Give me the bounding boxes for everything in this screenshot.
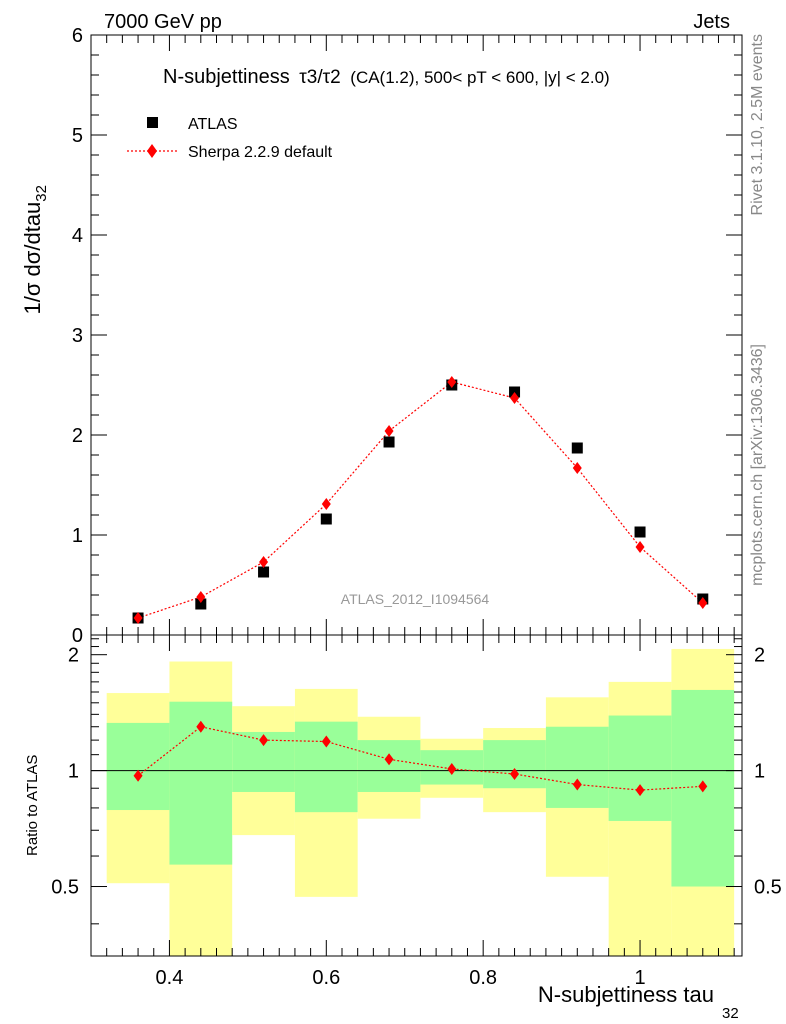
ratio-bands <box>106 648 735 956</box>
category-label: Jets <box>693 11 730 33</box>
ratio-y-tick-label: 1 <box>68 761 79 783</box>
ratio-band-inner <box>608 715 672 821</box>
atlas-point <box>195 598 207 610</box>
rivet-info: Rivet 3.1.10, 2.5M events <box>749 34 766 215</box>
main-y-tick-label: 0 <box>72 625 83 647</box>
main-y-tick-label: 5 <box>72 125 83 147</box>
ratio-data-marks <box>133 720 708 797</box>
ratio-sherpa-point <box>384 753 394 766</box>
sherpa-point <box>259 556 269 568</box>
main-y-tick-label: 3 <box>72 325 83 347</box>
legend-marker-sherpa <box>147 144 157 158</box>
source-info: mcplots.cern.ch [arXiv:1306.3436] <box>749 344 766 586</box>
legend-label-sherpa: Sherpa 2.2.9 default <box>188 144 333 161</box>
main-y-tick-label: 4 <box>72 225 83 247</box>
ratio-band-inner <box>483 740 546 789</box>
ratio-y-tick-label: 0.5 <box>51 877 79 899</box>
x-axis-label: N-subjettiness tau <box>538 982 714 1007</box>
main-y-axis-label: 1/σ dσ/dtau32 <box>20 185 50 314</box>
legend: ATLAS Sherpa 2.2.9 default <box>127 116 333 161</box>
ratio-sherpa-point <box>635 784 645 797</box>
sherpa-point <box>321 498 331 510</box>
sherpa-point <box>133 612 143 624</box>
atlas-point <box>320 513 332 525</box>
sherpa-point <box>196 591 206 603</box>
atlas-point <box>383 436 395 448</box>
ratio-sherpa-point <box>133 769 143 782</box>
main-y-axis-label-sub: 32 <box>33 185 50 202</box>
ratio-sherpa-point <box>447 762 457 775</box>
sherpa-point <box>698 597 708 609</box>
sherpa-point <box>572 462 582 474</box>
plot-title-main: N-subjettiness <box>163 66 290 88</box>
main-panel: 0 1 2 3 4 5 6 1/σ dσ/dtau32 N-subjettiness τ3/… <box>20 25 743 647</box>
main-y-ticks: 0 1 2 3 4 5 6 <box>72 25 742 647</box>
ratio-plot-frame <box>90 634 743 957</box>
atlas-point <box>258 566 270 578</box>
atlas-point <box>571 442 583 454</box>
ratio-x-tick-label: 0.8 <box>469 967 497 989</box>
plot-title-cuts: (CA(1.2), 500< pT < 600, |y| < 2.0) <box>350 68 609 87</box>
sherpa-point <box>510 392 520 404</box>
energy-label: 7000 GeV pp <box>104 11 222 33</box>
ratio-x-tick-label: 0.6 <box>312 967 340 989</box>
legend-marker-atlas <box>147 117 158 128</box>
ratio-sherpa-point <box>572 778 582 791</box>
main-data-marks <box>132 376 709 624</box>
ratio-sherpa-point <box>259 734 269 747</box>
ratio-x-ticks: 0.4 0.6 0.8 1 <box>90 635 735 989</box>
ratio-band-inner <box>545 726 609 808</box>
ratio-band-inner <box>294 721 358 813</box>
main-y-tick-label: 2 <box>72 425 83 447</box>
ratio-band-inner <box>357 740 421 792</box>
sherpa-point <box>384 425 394 437</box>
x-axis-label-sub: 32 <box>722 1005 739 1022</box>
main-x-ticks <box>90 35 735 635</box>
ratio-panel: 0.5 0.5 1 1 2 2 0.4 0.6 0.8 1 Ratio to ATLAS N-s… <box>24 634 782 1022</box>
ratio-sherpa-point <box>510 767 520 780</box>
ratio-y-tick-label-right: 1 <box>754 761 765 783</box>
legend-label-atlas: ATLAS <box>188 116 238 133</box>
sherpa-point <box>447 376 457 388</box>
ratio-y-tick-label-right: 0.5 <box>754 877 782 899</box>
main-y-axis-label-text: 1/σ dσ/dtau <box>20 202 45 315</box>
ratio-band-inner <box>106 722 170 811</box>
ratio-y-axis-label: Ratio to ATLAS <box>24 755 41 856</box>
plot-title: N-subjettiness τ3/τ2 (CA(1.2), 500< pT <… <box>163 66 610 88</box>
main-y-tick-label: 6 <box>72 25 83 47</box>
ratio-x-tick-label: 1 <box>634 967 645 989</box>
ratio-sherpa-point <box>698 780 708 793</box>
main-y-tick-label: 1 <box>72 525 83 547</box>
ratio-sherpa-line <box>137 726 703 791</box>
ratio-sherpa-point <box>321 735 331 748</box>
sherpa-line <box>137 381 704 619</box>
ratio-y-tick-label: 2 <box>68 645 79 667</box>
ratio-x-tick-label: 0.4 <box>156 967 184 989</box>
ratio-y-tick-label-right: 2 <box>754 645 765 667</box>
ratio-sherpa-point <box>196 720 206 733</box>
atlas-point <box>634 526 646 538</box>
analysis-id: ATLAS_2012_I1094564 <box>341 591 490 607</box>
sherpa-point <box>635 541 645 553</box>
plot-title-ratio: τ3/τ2 <box>299 67 340 88</box>
x-axis-label-text: N-subjettiness tau <box>538 982 714 1007</box>
ratio-y-ticks: 0.5 0.5 1 1 2 2 <box>51 638 782 925</box>
